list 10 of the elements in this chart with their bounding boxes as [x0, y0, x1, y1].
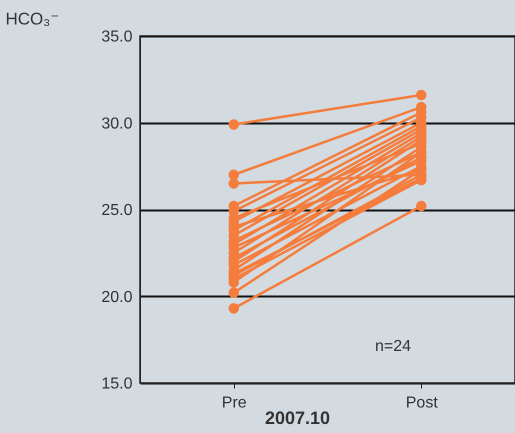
y-tick-label: 35.0 [101, 28, 133, 46]
y-tick-label: 20.0 [101, 288, 133, 306]
y-tick-label: 15.0 [101, 376, 133, 392]
y-axis-title: HCO₃⁻ [6, 10, 60, 28]
x-tick-label: Post [406, 394, 438, 412]
y-tick-label: 25.0 [101, 202, 133, 219]
x-tick-label: Pre [222, 394, 247, 412]
y-tick-label: 30.0 [101, 115, 133, 132]
annotation: n=24 [375, 338, 412, 355]
text: 2007.10 [264, 408, 330, 428]
